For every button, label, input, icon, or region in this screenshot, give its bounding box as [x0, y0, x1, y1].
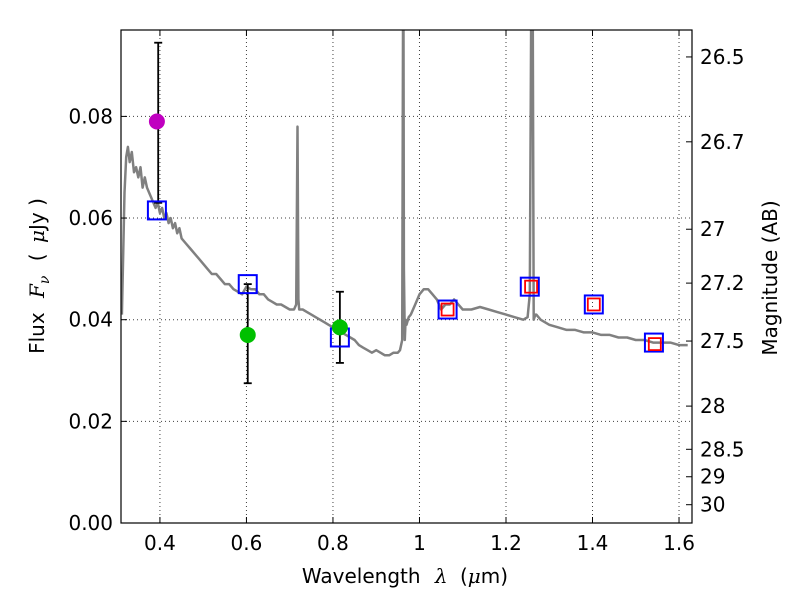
observed-photometry-point — [524, 279, 538, 294]
y-tick-label: 0.00 — [68, 511, 113, 535]
observed-flux-point — [239, 326, 256, 343]
x-axis-label-unit-open: ( — [460, 564, 468, 588]
x-axis-label-symbol: λ — [434, 564, 448, 588]
observed-photometry-point — [647, 337, 662, 351]
x-tick-label: 1.6 — [663, 531, 695, 555]
model-photometry-point — [237, 274, 258, 295]
model-photometry-point — [437, 299, 458, 320]
x-tick-label: 1.2 — [490, 531, 522, 555]
observed-flux-point — [148, 113, 165, 130]
observed-photometry-point — [586, 297, 601, 312]
y-axis-label-symbol: F — [25, 283, 49, 299]
model-photometry-point — [643, 332, 664, 353]
y-axis-label-unit-open: ( — [25, 253, 49, 261]
x-tick-label: 0.4 — [144, 531, 176, 555]
y2-tick-label: 26.5 — [700, 45, 745, 69]
model-photometry-point — [519, 276, 540, 297]
x-tick-label: 1 — [413, 531, 426, 555]
y-tick-label: 0.02 — [68, 409, 113, 433]
x-axis-label-unit-rest: m) — [481, 564, 508, 588]
observed-photometry-point — [440, 302, 455, 317]
plot-series — [121, 30, 688, 385]
y2-tick-label: 29 — [700, 465, 725, 489]
y-axis-label: Flux Fν ( μJy ) — [25, 198, 54, 354]
y-tick-label: 0.06 — [68, 206, 113, 230]
x-axis-label: Wavelength λ (μm) — [302, 564, 508, 588]
y2-tick-label: 27.5 — [700, 329, 745, 353]
y2-tick-label: 27 — [700, 217, 725, 241]
y-axis-label-text: Flux — [25, 312, 49, 354]
y-axis-label-unit-rest: Jy ) — [25, 198, 49, 232]
x-axis-label-text: Wavelength — [302, 564, 421, 588]
model-photometry-point — [146, 200, 167, 221]
y2-tick-label: 30 — [700, 493, 725, 517]
y-axis-label-subscript: ν — [37, 275, 53, 284]
x-tick-label: 1.4 — [577, 531, 609, 555]
y2-tick-label: 27.2 — [700, 271, 745, 295]
series-clip-group — [121, 30, 688, 385]
y2-tick-label: 28 — [700, 394, 725, 418]
y-tick-label: 0.08 — [68, 104, 113, 128]
observed-flux-point — [331, 319, 348, 336]
y2-axis-label: Magnitude (AB) — [758, 200, 782, 355]
x-axis-label-unit-mu: μ — [468, 564, 481, 588]
axis-ticks: 0.4 0.6 0.8 1 1.2 1.4 1.6 0.00 0.02 0.04 0.06 0.08 2… — [68, 30, 745, 555]
y2-tick-label: 26.7 — [700, 130, 745, 154]
y-tick-label: 0.04 — [68, 308, 113, 332]
y2-tick-label: 28.5 — [700, 437, 745, 461]
grid-lines — [121, 30, 692, 524]
x-tick-label: 0.6 — [231, 531, 263, 555]
model-photometry-point — [583, 294, 604, 315]
plot-frame — [120, 29, 693, 524]
y-axis-label-unit-mu: μ — [25, 230, 49, 243]
x-tick-label: 0.8 — [317, 531, 349, 555]
